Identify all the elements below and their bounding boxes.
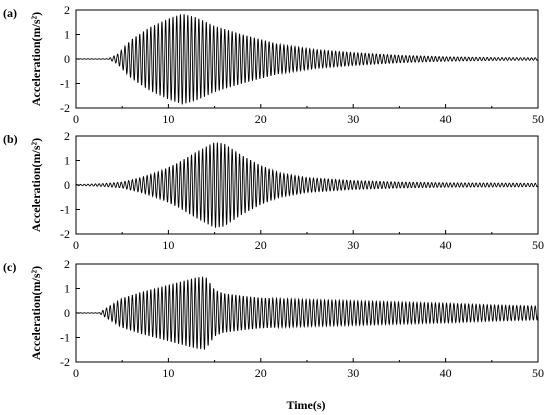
panel-label: (c) [3,260,16,274]
y-tick-label: 0 [64,178,70,192]
x-tick-label: 0 [73,112,79,126]
x-tick-label: 50 [532,366,544,380]
y-tick-label: 0 [64,306,70,320]
panel-label: (b) [3,132,18,146]
y-axis-title: Acceleration(m/s²) [29,266,43,360]
y-tick-label: 2 [64,3,70,17]
y-tick-label: -1 [60,77,70,91]
x-tick-label: 30 [347,366,359,380]
panel-2: 0 10 20 30 40 50 -2 -1 0 1 2 (b) Acceleration(m/s²) [3,129,544,252]
y-axis-title: Acceleration(m/s²) [29,12,43,106]
x-tick-label: 40 [440,238,452,252]
waveform-line [75,14,539,105]
y-tick-label: -2 [60,227,70,241]
x-tick-label: 50 [532,112,544,126]
y-tick-label: -1 [60,331,70,345]
panel-1: 0 10 20 30 40 50 -2 -1 0 1 2 (a) Acceleration(m/s²) [3,3,544,126]
x-tick-label: 0 [73,366,79,380]
y-tick-label: 1 [64,28,70,42]
x-tick-label: 20 [255,112,267,126]
x-tick-label: 10 [162,366,174,380]
x-tick-label: 40 [440,366,452,380]
x-tick-label: 0 [73,238,79,252]
y-tick-label: 1 [64,154,70,168]
y-tick-label: 0 [64,52,70,66]
x-axis-title: Time(s) [286,398,325,412]
x-tick-label: 20 [255,238,267,252]
y-axis-title: Acceleration(m/s²) [29,138,43,232]
y-tick-label: -2 [60,101,70,115]
y-tick-label: -2 [60,355,70,369]
x-tick-label: 50 [532,238,544,252]
x-tick-label: 30 [347,238,359,252]
y-tick-label: 1 [64,282,70,296]
panel-3: 0 10 20 30 40 50 -2 -1 0 1 2 (c) Acceleration(m/s²) [3,257,544,380]
waveform-line [75,142,539,228]
y-tick-label: 2 [64,129,70,143]
y-tick-label: 2 [64,257,70,271]
x-tick-label: 10 [162,238,174,252]
x-tick-label: 40 [440,112,452,126]
x-tick-label: 10 [162,112,174,126]
x-tick-label: 30 [347,112,359,126]
x-tick-label: 20 [255,366,267,380]
y-tick-label: -1 [60,203,70,217]
panel-label: (a) [3,6,17,20]
waveform-line [75,276,539,350]
